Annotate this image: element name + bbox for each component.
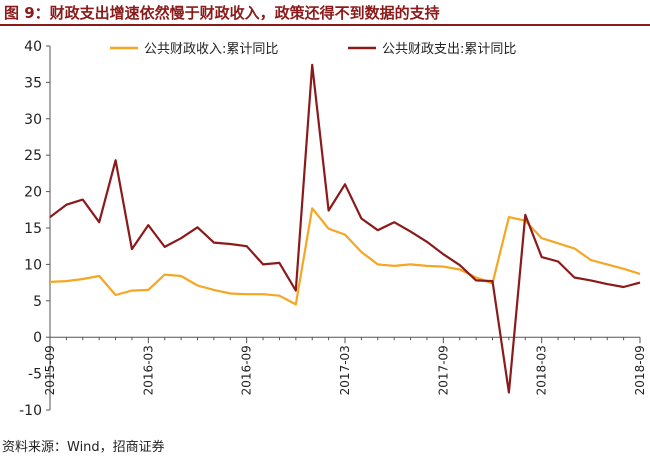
series-lines	[49, 63, 641, 394]
line-chart: -10 -5 0 5 10 15 20 25 30 35 40 2015-09 2016-03 2016-…	[0, 30, 650, 430]
legend: 公共财政收入:累计同比 公共财政支出:累计同比	[110, 42, 516, 57]
y-tick-label: 40	[24, 39, 42, 55]
y-tick-label: 30	[24, 112, 42, 128]
x-tick-label: 2016-03	[141, 345, 155, 395]
y-tick-label: 0	[33, 330, 42, 346]
axes: -10 -5 0 5 10 15 20 25 30 35 40 2015-09 2016-03 2016-…	[19, 39, 647, 419]
source-note: 资料来源：Wind，招商证券	[2, 440, 165, 455]
y-tick-label: 20	[24, 185, 42, 201]
series-line-1	[49, 207, 641, 306]
x-tick-label: 2016-09	[240, 345, 254, 395]
y-tick-label: 35	[24, 75, 42, 91]
legend-label-2: 公共财政支出:累计同比	[382, 42, 516, 57]
y-tick-label: 15	[24, 221, 42, 237]
chart-svg: -10 -5 0 5 10 15 20 25 30 35 40 2015-09 2016-03 2016-…	[19, 39, 647, 419]
x-tick-label: 2017-09	[436, 345, 450, 395]
figure-title: 图 9：财政支出增速依然慢于财政收入，政策还得不到数据的支持	[0, 0, 650, 26]
legend-label-1: 公共财政收入:累计同比	[144, 42, 278, 57]
y-tick-label: 25	[24, 148, 42, 164]
y-tick-label: 10	[24, 257, 42, 273]
series-line-2	[49, 63, 641, 394]
x-tick-label: 2017-03	[338, 345, 352, 395]
x-tick-label: 2015-09	[43, 345, 57, 395]
x-tick-label: 2018-09	[633, 345, 647, 395]
x-tick-label: 2018-03	[535, 345, 549, 395]
y-tick-label: -5	[28, 367, 42, 383]
y-tick-label: 5	[33, 294, 42, 310]
y-tick-label: -10	[19, 403, 42, 419]
